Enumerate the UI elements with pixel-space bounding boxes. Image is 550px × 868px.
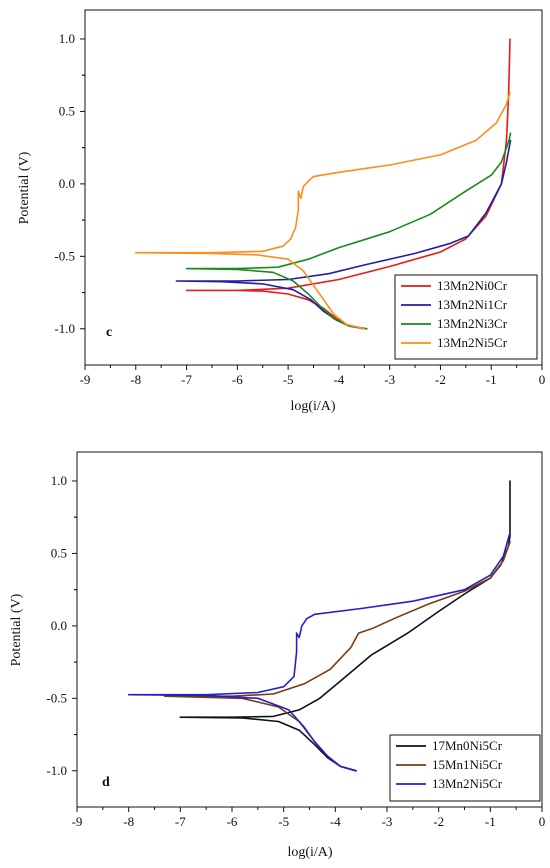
series-line <box>127 533 511 772</box>
y-axis-title: Potential (V) <box>17 151 32 224</box>
series-line <box>185 132 512 330</box>
x-tick-label: -5 <box>283 372 294 387</box>
legend: 13Mn2Ni0Cr 13Mn2Ni1Cr 13Mn2Ni3Cr 13Mn2Ni5Cr <box>394 274 538 360</box>
x-tick-label: -9 <box>80 372 91 387</box>
x-tick-label: -4 <box>333 372 344 387</box>
x-tick-label: -3 <box>382 814 393 829</box>
legend-label: 13Mn2Ni0Cr <box>437 278 508 293</box>
y-tick-label: 0.5 <box>51 545 67 560</box>
x-tick-label: -4 <box>330 814 341 829</box>
x-tick-label: -8 <box>123 814 134 829</box>
x-tick-label: 0 <box>539 814 546 829</box>
y-tick-label: -1.0 <box>54 321 75 336</box>
series-line <box>179 480 511 772</box>
x-tick-label: -2 <box>433 814 444 829</box>
x-tick-label: 0 <box>539 372 546 387</box>
series-line <box>175 139 512 330</box>
legend-label: 17Mn0Ni5Cr <box>432 738 503 753</box>
x-tick-label: -7 <box>181 372 192 387</box>
x-axis-title: log(i/A) <box>287 845 332 860</box>
y-tick-label: 0.5 <box>59 103 75 118</box>
y-tick-label: 0.0 <box>51 618 67 633</box>
y-tick-label: -0.5 <box>54 248 75 263</box>
x-tick-label: -8 <box>130 372 141 387</box>
legend-label: 13Mn2Ni3Cr <box>437 316 508 331</box>
legend-label: 13Mn2Ni1Cr <box>437 297 508 312</box>
legend: 17Mn0Ni5Cr 15Mn1Ni5Cr 13Mn2Ni5Cr <box>389 734 541 802</box>
x-tick-label: -5 <box>278 814 289 829</box>
x-tick-label: -9 <box>72 814 83 829</box>
y-axis-title: Potential (V) <box>9 593 24 666</box>
series-group <box>127 480 511 772</box>
x-tick-label: -3 <box>384 372 395 387</box>
legend-label: 15Mn1Ni5Cr <box>432 757 503 772</box>
x-tick-label: -1 <box>486 372 497 387</box>
panel-label: c <box>106 325 112 340</box>
y-tick-label: 0.0 <box>59 176 75 191</box>
y-tick-label: -0.5 <box>46 690 67 705</box>
x-tick-label: -2 <box>435 372 446 387</box>
series-group <box>135 38 512 330</box>
y-tick-label: -1.0 <box>46 763 67 778</box>
chart-panel-d: -9 -8 -7 -6 -5 -4 -3 -2 -1 0 -1.0 -0.5 0.0 0.5 1.0 log… <box>9 451 545 860</box>
x-tick-label: -7 <box>175 814 186 829</box>
y-tick-label: 1.0 <box>51 473 67 488</box>
chart-panel-c: -9 -8 -7 -6 -5 -4 -3 -2 -1 0 -1.0 -0.5 0.0 0.5 1.0 log… <box>17 9 545 414</box>
axis-ticks: -9 -8 -7 -6 -5 -4 -3 -2 -1 0 -1.0 -0.5 0.0 0.5 1.0 <box>54 31 545 387</box>
axis-ticks: -9 -8 -7 -6 -5 -4 -3 -2 -1 0 -1.0 -0.5 0.0 0.5 1.0 <box>46 473 545 829</box>
x-tick-label: -6 <box>232 372 243 387</box>
legend-box <box>394 274 538 360</box>
series-line <box>135 91 511 330</box>
x-axis-title: log(i/A) <box>290 399 335 414</box>
x-tick-label: -6 <box>227 814 238 829</box>
y-tick-label: 1.0 <box>59 31 75 46</box>
legend-label: 13Mn2Ni5Cr <box>432 776 503 791</box>
x-tick-label: -1 <box>485 814 496 829</box>
panel-label: d <box>102 775 110 790</box>
legend-label: 13Mn2Ni5Cr <box>437 335 508 350</box>
